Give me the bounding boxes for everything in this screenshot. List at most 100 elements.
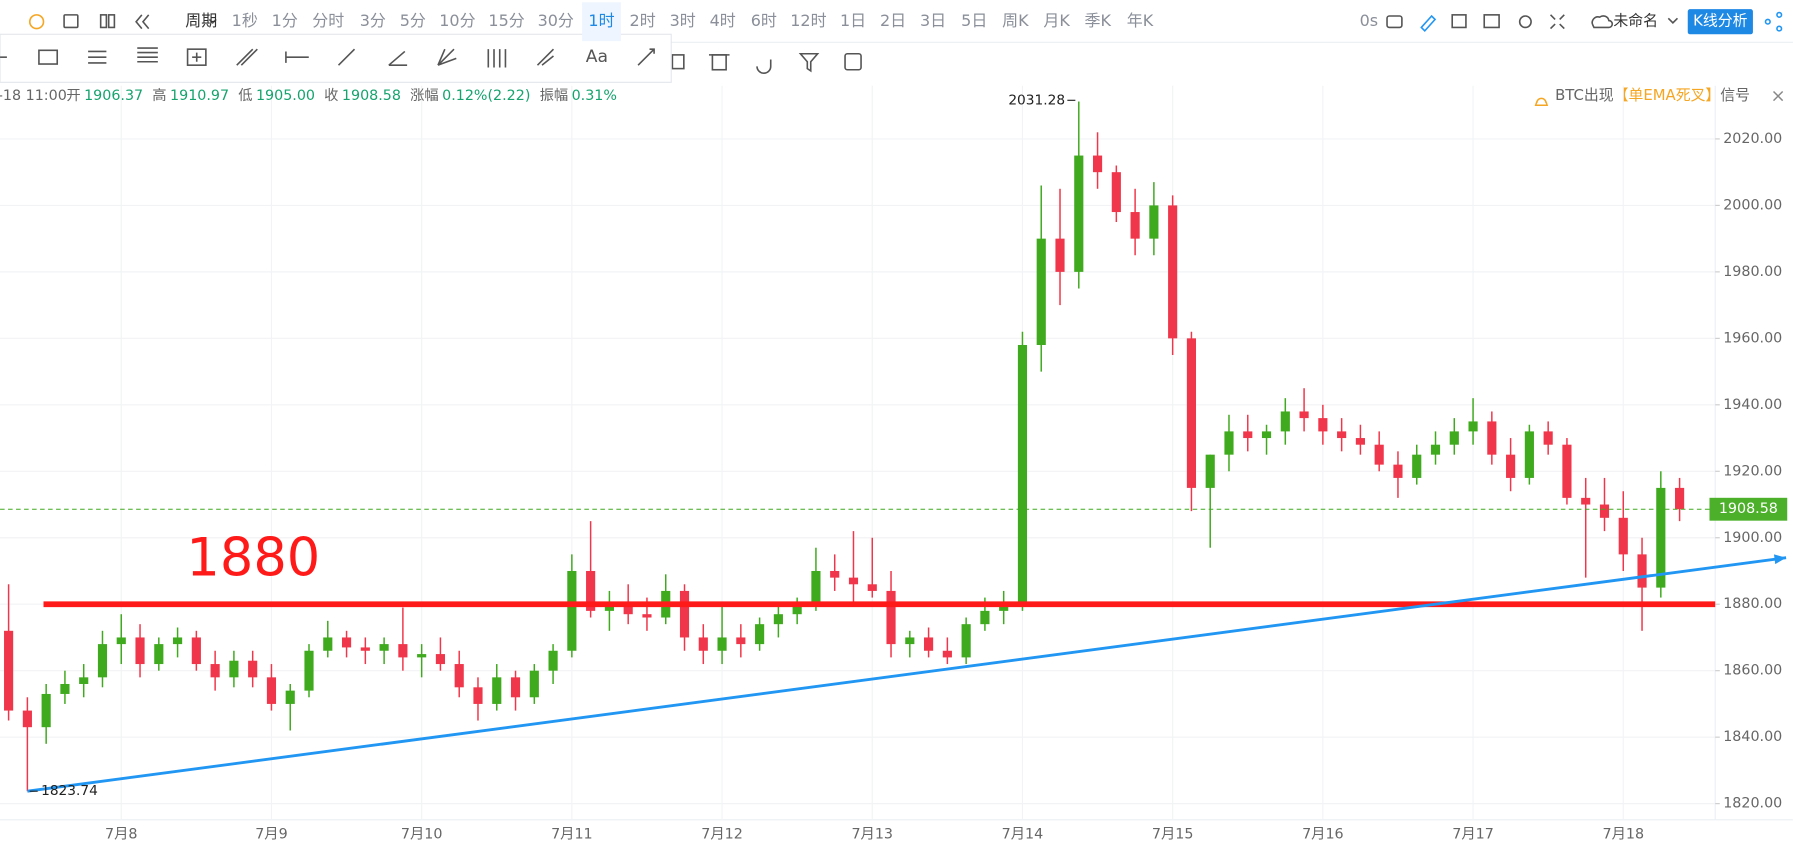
- text-tool[interactable]: Aa: [586, 47, 608, 67]
- interval[interactable]: 2时: [630, 11, 656, 30]
- candle-body: [529, 670, 539, 698]
- y-tick-label: 1980.00: [1723, 264, 1782, 280]
- interval[interactable]: 1日: [840, 11, 866, 30]
- info-value: 1908.58: [342, 88, 401, 104]
- candle-body: [79, 677, 89, 684]
- interval[interactable]: 5分: [400, 11, 426, 30]
- interval[interactable]: 4时: [710, 11, 736, 30]
- info-label: 振幅: [540, 87, 569, 104]
- candle-body: [773, 614, 783, 625]
- interval[interactable]: 1分: [272, 11, 298, 30]
- candle-body: [961, 624, 971, 658]
- candle-body: [341, 637, 352, 648]
- interval[interactable]: 12时: [790, 11, 826, 30]
- candle-body: [210, 664, 220, 678]
- candle-body: [1543, 431, 1553, 445]
- candle-body: [135, 637, 145, 665]
- info-label: 涨幅: [410, 87, 439, 104]
- layout-name[interactable]: 未命名: [1613, 12, 1658, 30]
- candle-body: [1299, 411, 1309, 419]
- candle-body: [1318, 418, 1328, 432]
- interval[interactable]: 1秒: [232, 11, 258, 30]
- candle-body: [679, 590, 690, 638]
- candle-body: [623, 604, 633, 615]
- x-tick-label: 7月15: [1152, 827, 1194, 843]
- candle-body: [323, 637, 333, 651]
- candle-body: [1430, 444, 1441, 455]
- candle-body: [304, 650, 314, 691]
- interval[interactable]: 3时: [670, 11, 696, 30]
- analysis-button-bg[interactable]: [1687, 9, 1753, 35]
- candle-body: [417, 654, 427, 658]
- candle-body: [586, 570, 596, 611]
- candle-body: [1656, 487, 1666, 588]
- x-tick-label: 7月8: [105, 827, 137, 843]
- candle-body: [1449, 431, 1459, 445]
- x-tick-label: 7月10: [401, 827, 443, 843]
- candle-body: [1487, 421, 1497, 455]
- candle-body: [1168, 205, 1178, 339]
- interval[interactable]: 6时: [751, 11, 777, 30]
- interval[interactable]: 分时: [312, 11, 344, 30]
- interval[interactable]: 1时: [588, 11, 614, 30]
- candle-body: [905, 637, 915, 645]
- interval[interactable]: 15分: [488, 11, 524, 30]
- info-value: 1906.37: [84, 88, 143, 104]
- x-tick-label: 7月9: [255, 827, 287, 843]
- interval[interactable]: 10分: [439, 11, 475, 30]
- interval[interactable]: 月K: [1043, 11, 1070, 30]
- candle-body: [510, 677, 521, 698]
- candle-body: [1524, 431, 1534, 478]
- analysis-button[interactable]: K线分析: [1693, 12, 1747, 30]
- x-tick-label: 7月14: [1002, 827, 1044, 843]
- candle-body: [755, 624, 765, 645]
- trend-arrow: [1773, 554, 1787, 565]
- candle-body: [1337, 431, 1347, 439]
- y-tick-label: 1820.00: [1723, 796, 1782, 812]
- alert-close[interactable]: [1772, 90, 1784, 102]
- interval[interactable]: 年K: [1127, 11, 1154, 30]
- candle-body: [1074, 155, 1084, 272]
- interval[interactable]: 季K: [1084, 11, 1111, 30]
- candle-body: [1017, 344, 1028, 605]
- candle-body: [154, 644, 164, 665]
- x-tick-label: 7月18: [1602, 827, 1644, 843]
- y-tick-label: 1900.00: [1723, 530, 1782, 546]
- candle-body: [1412, 454, 1422, 478]
- candle-body: [360, 647, 370, 651]
- alert-suffix: 信号: [1720, 86, 1750, 104]
- candle-body: [924, 637, 934, 651]
- candle-body: [1599, 504, 1610, 518]
- interval-active-bg[interactable]: [582, 2, 621, 42]
- y-tick-label: 1860.00: [1723, 663, 1782, 679]
- candle-body: [567, 570, 577, 651]
- info-value: 1910.97: [170, 88, 229, 104]
- candle-body: [1581, 497, 1591, 505]
- candle-body: [1506, 454, 1516, 478]
- candle-body: [97, 644, 108, 678]
- candle-body: [492, 677, 502, 704]
- candle-body: [1205, 454, 1215, 488]
- y-tick-label: 1880.00: [1723, 596, 1782, 612]
- interval[interactable]: 3日: [920, 11, 946, 30]
- candle-body: [41, 693, 51, 728]
- current-price-tag: 1908.58: [1719, 501, 1778, 517]
- low-label: 1823.74: [41, 783, 98, 799]
- info-label: 开: [66, 88, 80, 104]
- candle-body: [717, 637, 727, 651]
- high-label: 2031.28: [1008, 92, 1065, 108]
- candle-body: [4, 630, 14, 711]
- candle-body: [266, 677, 277, 704]
- interval[interactable]: 3分: [360, 11, 386, 30]
- interval[interactable]: 2日: [880, 11, 906, 30]
- trend-line: [27, 556, 1787, 793]
- drawing-tools-panel: [0, 33, 672, 83]
- interval[interactable]: 30分: [538, 11, 574, 30]
- interval[interactable]: 5日: [961, 11, 987, 30]
- candle-body: [1637, 554, 1647, 588]
- candle-body: [736, 637, 746, 645]
- interval[interactable]: 周K: [1002, 11, 1029, 30]
- info-value: 0.12%(2.22): [442, 88, 530, 104]
- period-menu[interactable]: 周期: [185, 11, 217, 30]
- info-label: 收: [324, 87, 338, 104]
